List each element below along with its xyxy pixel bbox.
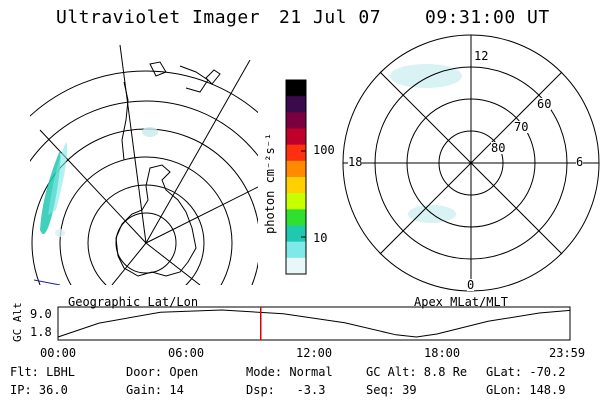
orbit-x-tick: 00:00	[40, 346, 77, 360]
status-dsp: Dsp: -3.3	[246, 383, 326, 397]
mlt-label-12: 12	[474, 49, 489, 63]
mlat-label-80: 80	[491, 141, 506, 155]
colorbar-tick-100: 100	[313, 143, 335, 157]
meridian	[145, 59, 251, 244]
status-seq: Seq: 39	[366, 383, 417, 397]
orbit-y-tick-high: 9.0	[30, 307, 52, 321]
colorbar-segment	[286, 112, 306, 129]
mlt-label-0: 0	[467, 278, 475, 292]
orbit-x-tick: 23:59	[549, 346, 586, 360]
auroral-emission	[40, 127, 158, 237]
mlat-label-60: 60	[537, 97, 552, 111]
colorbar-segment	[286, 257, 306, 275]
meridian	[145, 242, 201, 285]
colorbar-segment	[286, 177, 306, 194]
meridian	[111, 242, 147, 285]
orbit-plot-frame	[57, 306, 571, 341]
colorbar-segment	[286, 160, 306, 178]
colorbar-segment	[286, 80, 306, 97]
colorbar-segment	[286, 225, 306, 243]
mlat-label-70: 70	[514, 120, 529, 134]
colorbar-segment	[286, 128, 306, 146]
colorbar-segment	[286, 193, 306, 210]
status-mode: Mode: Normal	[246, 365, 333, 379]
orbit-track	[33, 279, 61, 285]
geo-panel-caption: Geographic Lat/Lon	[68, 295, 199, 309]
lat-circle	[115, 212, 177, 274]
colorbar-frame	[285, 79, 307, 275]
lat-circle	[59, 156, 233, 285]
status-glat: GLat: -70.2	[486, 365, 566, 379]
lat-circle	[30, 100, 258, 162]
status-door: Door: Open	[126, 365, 199, 379]
meridian	[145, 186, 258, 244]
antarctica-coast	[115, 164, 197, 277]
observation-time: 09:31:00 UT	[425, 7, 550, 28]
coastline	[205, 69, 221, 85]
orbit-y-tick-low: 1.8	[30, 325, 52, 339]
colorbar-tick-10: 10	[313, 231, 328, 245]
observation-date: 21 Jul 07	[279, 7, 382, 28]
coastline	[149, 61, 167, 77]
meridian	[39, 129, 147, 244]
mlt-label-18: 18	[348, 155, 363, 169]
orbit-x-tick: 06:00	[168, 346, 205, 360]
colorbar-segment	[286, 209, 306, 226]
instrument-title: Ultraviolet Imager	[56, 7, 261, 28]
colorbar-segment	[286, 96, 306, 113]
orbit-altitude-line	[57, 309, 571, 338]
status-gc-alt: GC Alt: 8.8 Re	[366, 365, 468, 379]
status-filter: Flt: LBHL	[10, 365, 76, 379]
status-glon: GLon: 148.9	[486, 383, 566, 397]
orbit-x-tick: 18:00	[424, 346, 461, 360]
status-gain: Gain: 14	[126, 383, 184, 397]
colorbar-segment	[286, 144, 306, 162]
mlt-label-6: 6	[576, 155, 584, 169]
status-ip: IP: 36.0	[10, 383, 68, 397]
mlt-diagonal	[379, 71, 563, 255]
orbit-axis-title: GC Alt	[11, 302, 24, 342]
polar-panel-caption: Apex MLat/MLT	[414, 295, 508, 309]
orbit-x-tick: 12:00	[296, 346, 333, 360]
coastline	[121, 81, 129, 161]
lat-circle	[30, 70, 258, 117]
colorbar-segment	[286, 241, 306, 259]
